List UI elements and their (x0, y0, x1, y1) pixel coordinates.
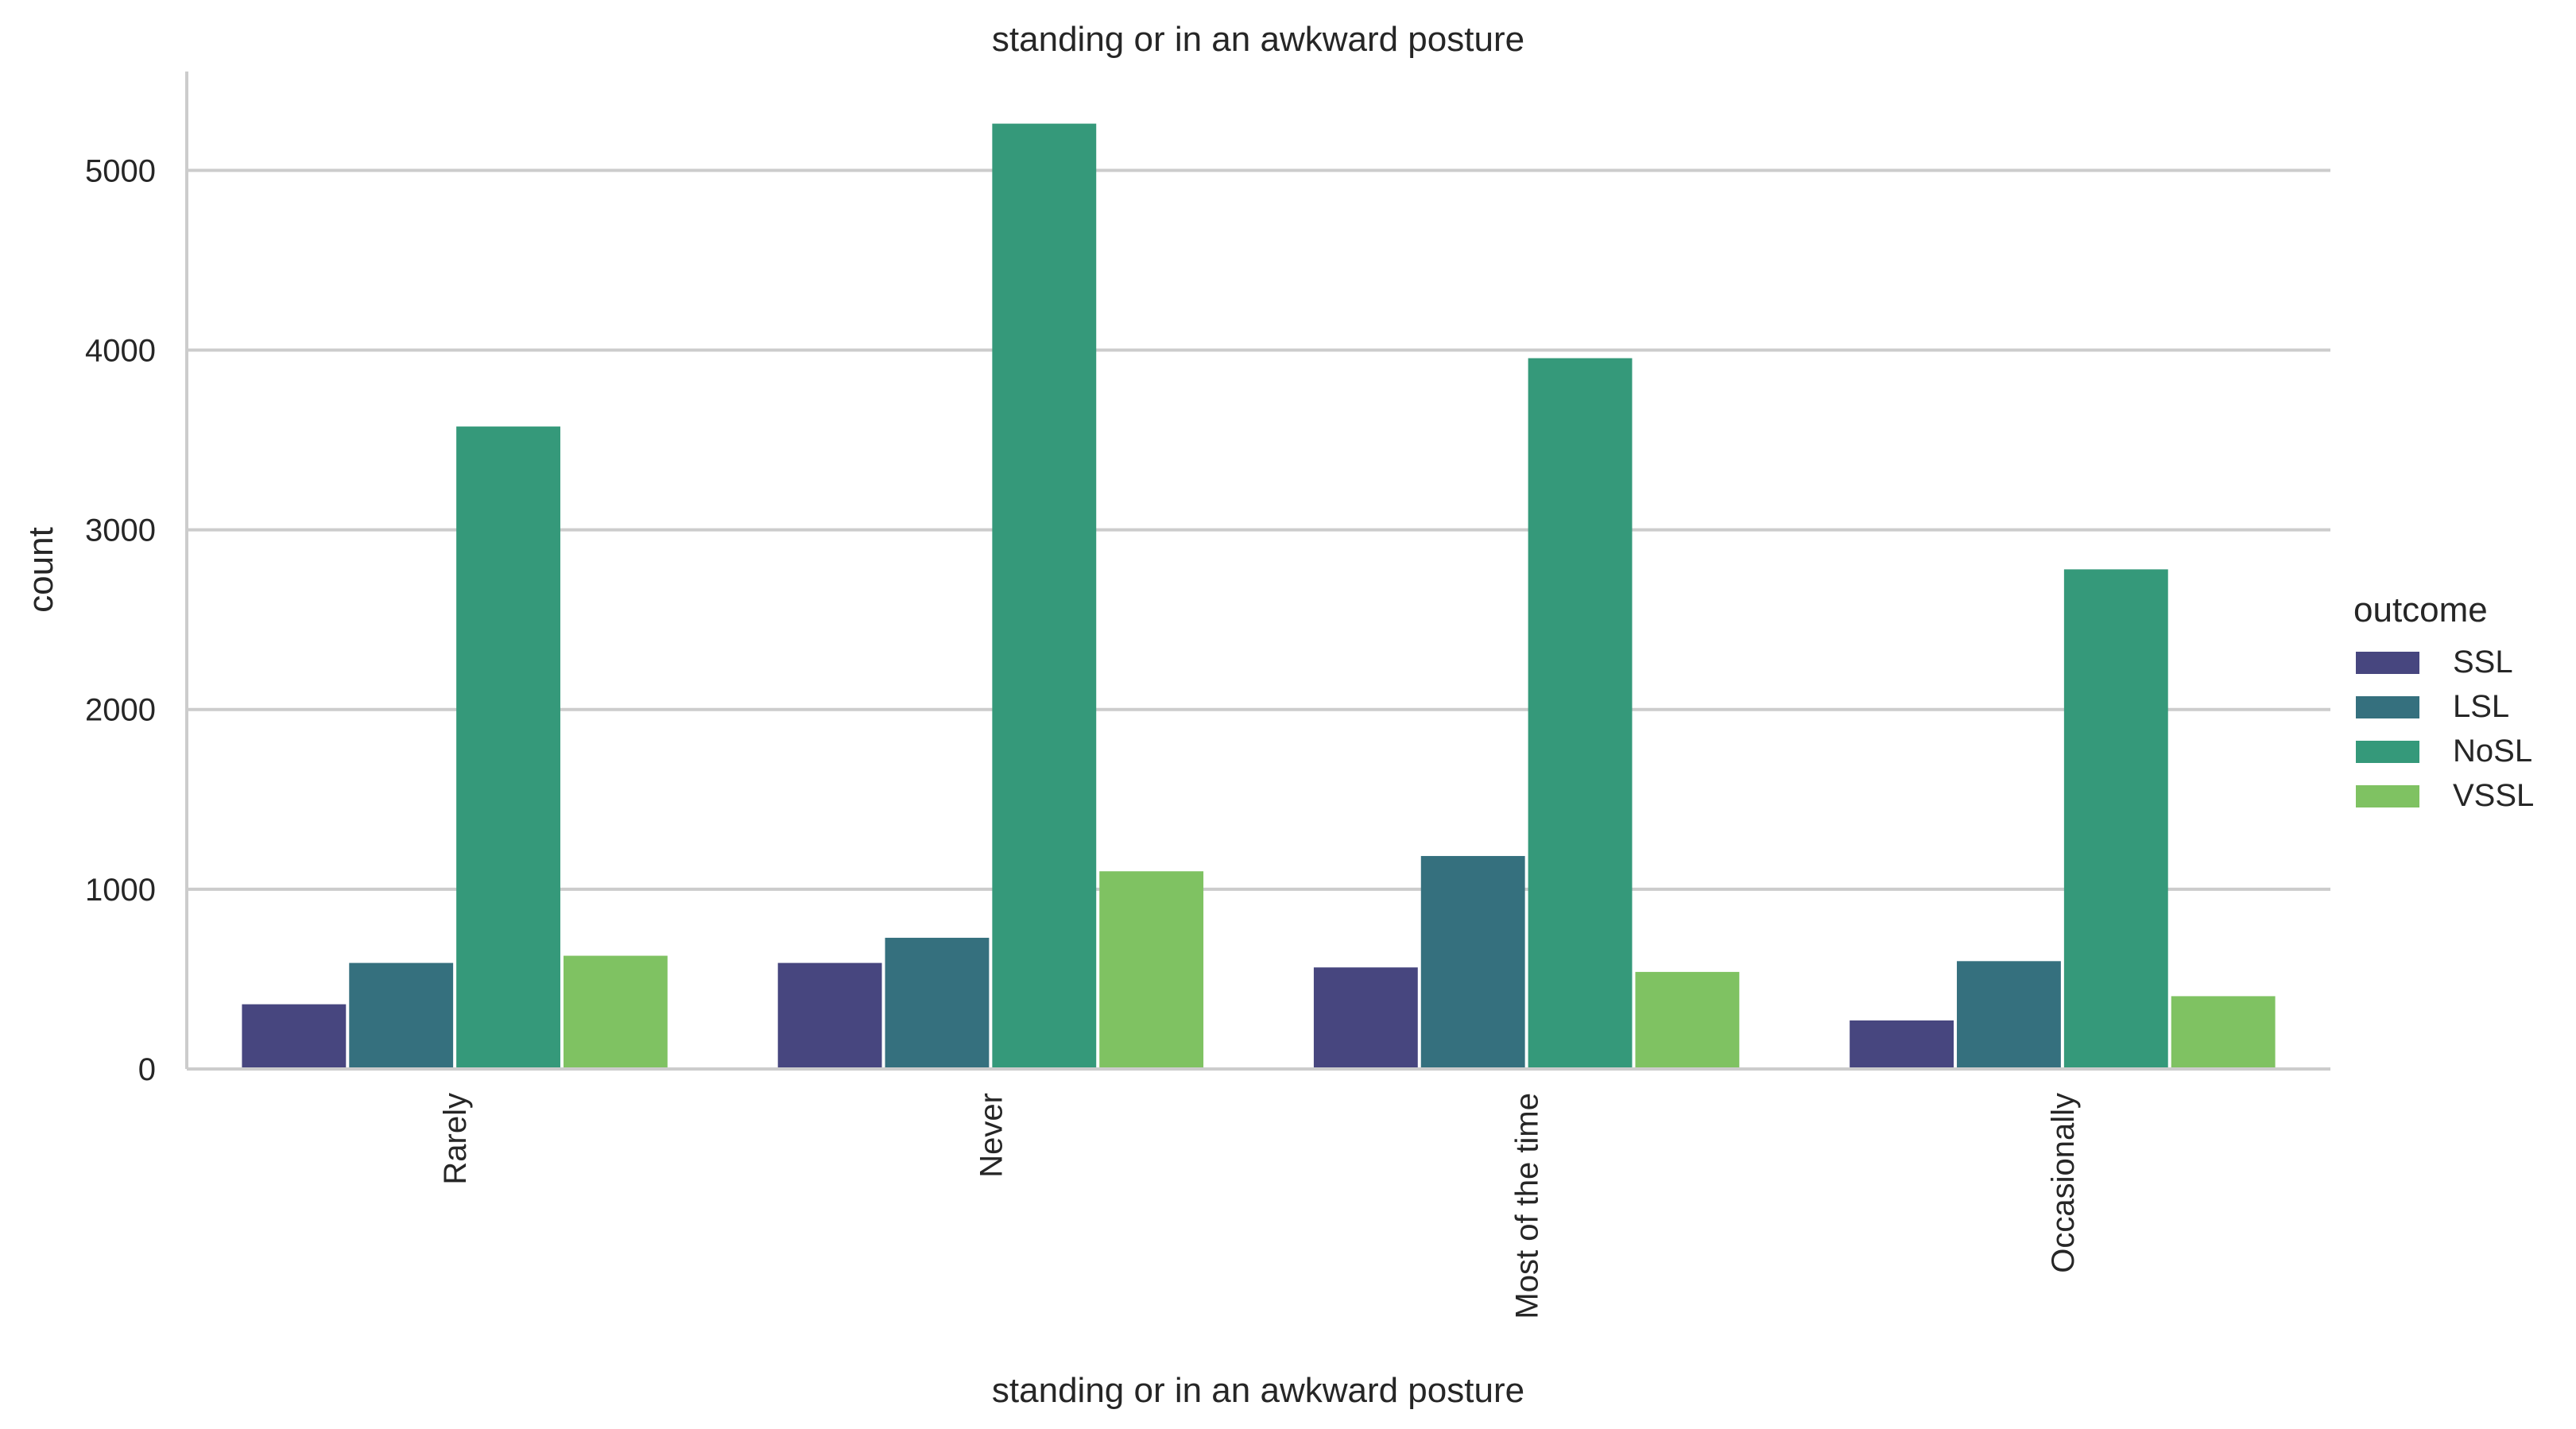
y-tick-labels: 0 1000 2000 3000 4000 5000 (85, 153, 156, 1087)
x-tick-label: Never (974, 1093, 1009, 1178)
bar-lsl (885, 937, 990, 1069)
bar-ssl (242, 1004, 347, 1069)
bar-ssl (1850, 1020, 1954, 1069)
bar-lsl (1957, 961, 2061, 1069)
legend: outcome SSL LSL NoSL VSSL (2353, 591, 2534, 813)
bar-vssl (1099, 871, 1204, 1069)
bar-ssl (1313, 967, 1418, 1069)
legend-swatch (2356, 696, 2419, 718)
y-tick-label: 3000 (85, 513, 156, 548)
bar-lsl (1420, 856, 1525, 1069)
x-tick-label: Rarely (438, 1093, 473, 1185)
bar-nosl (456, 426, 560, 1069)
legend-title: outcome (2353, 591, 2488, 629)
bar-nosl (992, 123, 1097, 1070)
legend-swatch (2356, 785, 2419, 807)
y-tick-label: 2000 (85, 693, 156, 728)
chart-title: standing or in an awkward posture (992, 20, 1524, 59)
bar-vssl (1635, 971, 1740, 1069)
bar-nosl (1528, 358, 1633, 1070)
legend-label: SSL (2453, 645, 2513, 680)
y-tick-label: 1000 (85, 873, 156, 908)
y-tick-label: 0 (138, 1052, 156, 1087)
legend-swatch (2356, 652, 2419, 674)
bar-nosl (2063, 569, 2168, 1069)
bar-vssl (563, 955, 668, 1069)
y-tick-label: 4000 (85, 333, 156, 368)
legend-label: VSSL (2453, 778, 2534, 813)
y-axis-label: count (21, 527, 60, 613)
bars (242, 123, 2276, 1070)
x-axis-label: standing or in an awkward posture (992, 1371, 1524, 1410)
legend-label: NoSL (2453, 734, 2532, 769)
x-tick-labels: Rarely Never Most of the time Occasionally (438, 1093, 2081, 1319)
legend-swatch (2356, 741, 2419, 763)
legend-label: LSL (2453, 689, 2509, 724)
bar-lsl (349, 962, 454, 1069)
x-tick-label: Occasionally (2046, 1093, 2081, 1273)
bar-vssl (2171, 996, 2276, 1069)
axes (185, 72, 2330, 1071)
x-tick-label: Most of the time (1510, 1093, 1545, 1319)
y-tick-label: 5000 (85, 153, 156, 188)
bar-ssl (777, 962, 882, 1069)
